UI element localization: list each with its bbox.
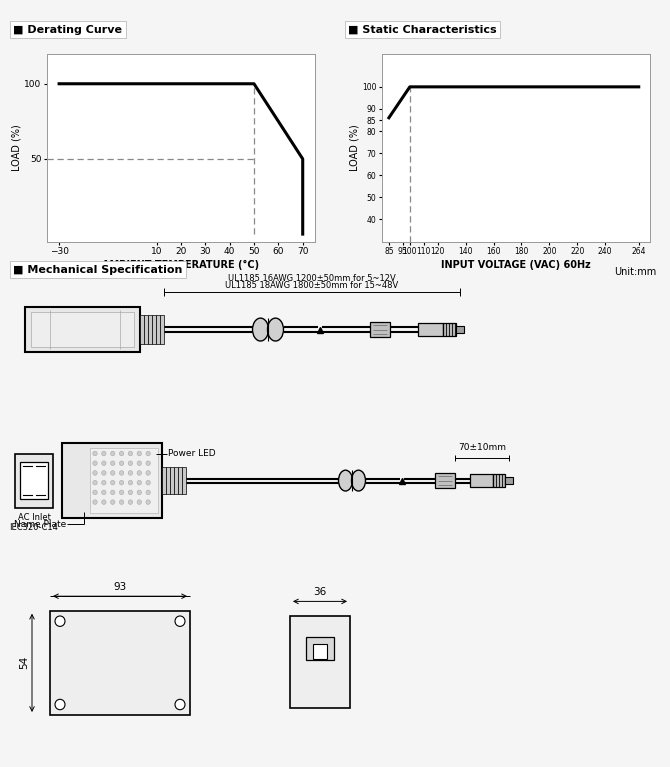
Bar <box>418 324 443 336</box>
Text: 93: 93 <box>113 582 127 592</box>
Circle shape <box>111 471 115 476</box>
Bar <box>156 315 160 344</box>
Circle shape <box>102 500 106 505</box>
Text: 54: 54 <box>19 657 29 670</box>
Circle shape <box>102 490 106 495</box>
Circle shape <box>119 461 124 466</box>
Circle shape <box>111 500 115 505</box>
Bar <box>160 315 164 344</box>
Bar <box>306 637 334 660</box>
Circle shape <box>137 461 141 466</box>
Circle shape <box>128 480 133 485</box>
Bar <box>470 474 492 487</box>
X-axis label: INPUT VOLTAGE (VAC) 60Hz: INPUT VOLTAGE (VAC) 60Hz <box>441 260 591 270</box>
Circle shape <box>119 471 124 476</box>
Circle shape <box>137 500 141 505</box>
Circle shape <box>102 471 106 476</box>
Circle shape <box>102 461 106 466</box>
Circle shape <box>128 451 133 456</box>
Text: Power LED: Power LED <box>168 449 216 458</box>
Bar <box>492 474 505 487</box>
Bar <box>290 616 350 708</box>
Text: Unit:mm: Unit:mm <box>614 267 657 277</box>
Ellipse shape <box>267 318 283 341</box>
Bar <box>505 478 513 484</box>
Bar <box>313 644 327 659</box>
Bar <box>144 315 148 344</box>
Bar <box>148 315 152 344</box>
Bar <box>62 443 162 518</box>
Circle shape <box>137 451 141 456</box>
Circle shape <box>146 451 150 456</box>
Circle shape <box>102 480 106 485</box>
Bar <box>162 467 166 494</box>
Circle shape <box>55 700 65 709</box>
Bar <box>435 473 455 488</box>
Text: 36: 36 <box>314 588 327 597</box>
Bar <box>166 467 170 494</box>
Circle shape <box>137 480 141 485</box>
Circle shape <box>111 451 115 456</box>
Text: Name Plate: Name Plate <box>14 520 66 528</box>
Circle shape <box>119 490 124 495</box>
Circle shape <box>93 480 97 485</box>
Bar <box>170 467 174 494</box>
Circle shape <box>102 451 106 456</box>
Bar <box>178 467 182 494</box>
Bar <box>182 467 186 494</box>
Circle shape <box>93 490 97 495</box>
Bar <box>31 312 134 347</box>
Bar <box>370 322 390 337</box>
X-axis label: AMBIENT TEMPERATURE (°C): AMBIENT TEMPERATURE (°C) <box>103 260 259 271</box>
Text: ■ Static Characteristics: ■ Static Characteristics <box>348 25 497 35</box>
Circle shape <box>128 471 133 476</box>
Circle shape <box>119 451 124 456</box>
Text: AC Inlet
IEC320-C14: AC Inlet IEC320-C14 <box>9 513 58 532</box>
Bar <box>15 453 53 508</box>
Bar <box>90 448 158 513</box>
Circle shape <box>119 500 124 505</box>
Bar <box>443 324 456 336</box>
Text: ■ Mechanical Specification: ■ Mechanical Specification <box>13 265 183 275</box>
Ellipse shape <box>352 470 366 491</box>
Bar <box>152 315 156 344</box>
Text: UL1185 18AWG 1800±50mm for 15~48V: UL1185 18AWG 1800±50mm for 15~48V <box>225 281 399 290</box>
Circle shape <box>175 700 185 709</box>
Circle shape <box>175 616 185 627</box>
Circle shape <box>146 461 150 466</box>
Circle shape <box>128 500 133 505</box>
Circle shape <box>128 461 133 466</box>
Circle shape <box>128 490 133 495</box>
Circle shape <box>111 490 115 495</box>
Text: UL1185 16AWG 1200±50mm for 5~12V: UL1185 16AWG 1200±50mm for 5~12V <box>228 274 396 283</box>
Y-axis label: LOAD (%): LOAD (%) <box>11 124 21 171</box>
Circle shape <box>93 500 97 505</box>
Circle shape <box>137 490 141 495</box>
Circle shape <box>93 461 97 466</box>
Text: 70±10mm: 70±10mm <box>458 443 506 453</box>
Circle shape <box>93 471 97 476</box>
Bar <box>456 327 464 333</box>
Circle shape <box>146 471 150 476</box>
Circle shape <box>146 490 150 495</box>
Text: ■ Derating Curve: ■ Derating Curve <box>13 25 123 35</box>
Ellipse shape <box>253 318 269 341</box>
Bar <box>50 611 190 715</box>
Ellipse shape <box>338 470 352 491</box>
Bar <box>20 462 48 499</box>
Y-axis label: LOAD (%): LOAD (%) <box>349 124 359 171</box>
Circle shape <box>93 451 97 456</box>
Circle shape <box>119 480 124 485</box>
Bar <box>140 315 144 344</box>
Circle shape <box>111 480 115 485</box>
Circle shape <box>146 480 150 485</box>
Circle shape <box>55 616 65 627</box>
Circle shape <box>137 471 141 476</box>
Bar <box>25 307 140 353</box>
Bar <box>174 467 178 494</box>
Circle shape <box>111 461 115 466</box>
Circle shape <box>146 500 150 505</box>
